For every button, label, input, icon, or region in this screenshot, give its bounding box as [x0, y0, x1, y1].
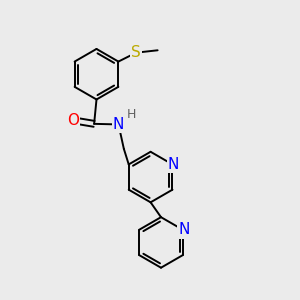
Text: N: N	[168, 157, 179, 172]
Text: S: S	[131, 45, 141, 60]
Text: O: O	[67, 113, 79, 128]
Text: N: N	[113, 117, 124, 132]
Text: N: N	[178, 222, 190, 237]
Text: H: H	[126, 108, 136, 122]
